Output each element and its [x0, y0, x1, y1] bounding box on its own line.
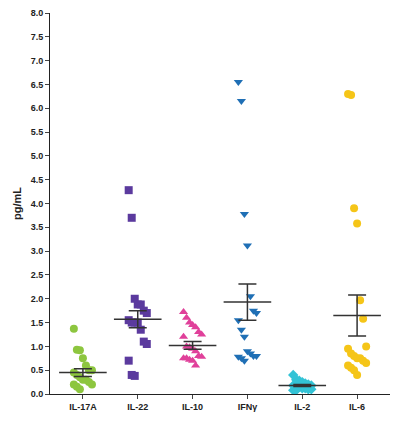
- svg-text:IL-2: IL-2: [294, 402, 310, 412]
- svg-text:pg/mL: pg/mL: [11, 187, 23, 220]
- svg-text:4.5: 4.5: [31, 175, 44, 185]
- svg-text:5.0: 5.0: [31, 151, 44, 161]
- svg-text:3.5: 3.5: [31, 222, 44, 232]
- svg-text:7.5: 7.5: [31, 32, 44, 42]
- svg-text:7.0: 7.0: [31, 56, 44, 66]
- svg-text:4.0: 4.0: [31, 199, 44, 209]
- svg-text:IL-6: IL-6: [349, 402, 365, 412]
- svg-text:2.5: 2.5: [31, 270, 44, 280]
- svg-text:IL-22: IL-22: [127, 402, 148, 412]
- svg-text:5.5: 5.5: [31, 127, 44, 137]
- svg-text:0.0: 0.0: [31, 389, 44, 399]
- svg-text:3.0: 3.0: [31, 246, 44, 256]
- svg-text:1.0: 1.0: [31, 342, 44, 352]
- svg-text:IFNγ: IFNγ: [238, 402, 258, 412]
- svg-text:6.5: 6.5: [31, 80, 44, 90]
- svg-text:6.0: 6.0: [31, 103, 44, 113]
- svg-text:8.0: 8.0: [31, 8, 44, 18]
- svg-text:1.5: 1.5: [31, 318, 44, 328]
- svg-text:0.5: 0.5: [31, 365, 44, 375]
- svg-text:IL-10: IL-10: [182, 402, 203, 412]
- svg-text:2.0: 2.0: [31, 294, 44, 304]
- svg-text:IL-17A: IL-17A: [69, 402, 97, 412]
